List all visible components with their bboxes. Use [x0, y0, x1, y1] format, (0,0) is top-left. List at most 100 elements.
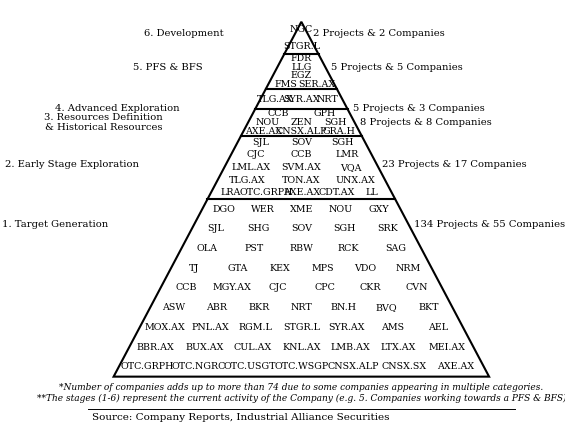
Text: LMB.AX: LMB.AX [330, 342, 370, 351]
Text: 23 Projects & 17 Companies: 23 Projects & 17 Companies [382, 160, 527, 169]
Text: RCK: RCK [338, 244, 359, 253]
Text: TLG.AX: TLG.AX [229, 176, 265, 185]
Text: OTC.GRPH: OTC.GRPH [240, 188, 293, 197]
Text: AXE.AX: AXE.AX [246, 127, 282, 136]
Text: STGR.L: STGR.L [283, 42, 320, 51]
Text: SAG: SAG [385, 244, 406, 253]
Text: OTC.USGT: OTC.USGT [224, 362, 276, 371]
Text: ABR: ABR [206, 303, 227, 312]
Text: SJL: SJL [252, 138, 269, 147]
Text: 3. Resources Definition
& Historical Resources: 3. Resources Definition & Historical Res… [44, 113, 163, 132]
Text: VQA: VQA [341, 163, 362, 172]
Text: SGH: SGH [324, 118, 347, 127]
Text: BBR.AX: BBR.AX [137, 342, 175, 351]
Text: BUX.AX: BUX.AX [185, 342, 223, 351]
Text: CCB: CCB [175, 283, 197, 292]
Text: NOU: NOU [328, 205, 352, 214]
Text: CJC: CJC [246, 150, 265, 159]
Text: 5 Projects & 5 Companies: 5 Projects & 5 Companies [331, 63, 462, 72]
Text: NRM: NRM [396, 264, 421, 273]
Text: RBW: RBW [289, 244, 313, 253]
Text: SGH: SGH [331, 138, 354, 147]
Text: TLG.AX: TLG.AX [257, 95, 294, 104]
Text: AXE.AX: AXE.AX [437, 362, 475, 371]
Text: NRT: NRT [316, 95, 338, 104]
Text: AEL: AEL [428, 323, 448, 332]
Text: PNL.AX: PNL.AX [192, 323, 229, 332]
Text: TON.AX: TON.AX [282, 176, 320, 185]
Text: SOV: SOV [291, 138, 312, 147]
Text: SYR.AX: SYR.AX [283, 95, 320, 104]
Text: GTA: GTA [227, 264, 247, 273]
Text: SRK: SRK [377, 224, 398, 233]
Text: 2 Projects & 2 Companies: 2 Projects & 2 Companies [312, 29, 444, 38]
Text: 134 Projects & 55 Companies: 134 Projects & 55 Companies [414, 220, 565, 229]
Text: 5 Projects & 3 Companies: 5 Projects & 3 Companies [353, 104, 484, 113]
Text: BKR: BKR [248, 303, 270, 312]
Text: EGZ: EGZ [291, 71, 312, 80]
Text: LMR: LMR [335, 150, 358, 159]
Text: ZEN: ZEN [290, 118, 312, 127]
Text: MOX.AX: MOX.AX [144, 323, 185, 332]
Text: LL: LL [366, 188, 379, 197]
Text: FDR: FDR [291, 54, 312, 63]
Text: BKT: BKT [419, 303, 440, 312]
Text: 5. PFS & BFS: 5. PFS & BFS [133, 63, 202, 72]
Text: SER.AX: SER.AX [298, 80, 336, 89]
Text: PST: PST [245, 244, 264, 253]
Text: MEI.AX: MEI.AX [428, 342, 466, 351]
Text: STGR.L: STGR.L [283, 323, 320, 332]
Text: CCB: CCB [267, 109, 289, 118]
Text: SGH: SGH [333, 224, 355, 233]
Text: *Number of companies adds up to more than 74 due to some companies appearing in : *Number of companies adds up to more tha… [59, 383, 544, 392]
Text: CJC: CJC [269, 283, 288, 292]
Text: LLG: LLG [291, 63, 311, 72]
Text: MGY.AX: MGY.AX [212, 283, 251, 292]
Text: MPS: MPS [311, 264, 334, 273]
Text: RGM.L: RGM.L [239, 323, 273, 332]
Text: WER: WER [251, 205, 275, 214]
Text: CUL.AX: CUL.AX [234, 342, 272, 351]
Text: DGO: DGO [212, 205, 235, 214]
Text: CCB: CCB [290, 150, 312, 159]
Text: 8 Projects & 8 Companies: 8 Projects & 8 Companies [360, 118, 492, 127]
Text: NGC: NGC [290, 25, 313, 34]
Text: GXY: GXY [368, 205, 389, 214]
Text: NOU: NOU [255, 118, 279, 127]
Text: BVQ: BVQ [376, 303, 397, 312]
Text: TJ: TJ [189, 264, 199, 273]
Text: OTC.NGRC: OTC.NGRC [171, 362, 225, 371]
Text: CDT.AX: CDT.AX [319, 188, 355, 197]
Text: CNSX.SX: CNSX.SX [382, 362, 427, 371]
Text: 1. Target Generation: 1. Target Generation [2, 220, 108, 229]
Text: OTC.GRPH: OTC.GRPH [120, 362, 173, 371]
Text: GPH: GPH [314, 109, 336, 118]
Text: GRA.H: GRA.H [322, 127, 355, 136]
Text: SJL: SJL [207, 224, 224, 233]
Text: 6. Development: 6. Development [144, 29, 224, 38]
Text: CNSX.ALP: CNSX.ALP [327, 362, 379, 371]
Text: AXE.AX: AXE.AX [283, 188, 320, 197]
Text: AMS: AMS [381, 323, 404, 332]
Text: CKR: CKR [360, 283, 381, 292]
Text: SHG: SHG [247, 224, 270, 233]
Text: SOV: SOV [291, 224, 312, 233]
Text: VDO: VDO [354, 264, 376, 273]
Text: 2. Early Stage Exploration: 2. Early Stage Exploration [5, 160, 139, 169]
Text: FMS: FMS [275, 80, 297, 89]
Text: KEX: KEX [270, 264, 290, 273]
Text: CNSX.ALP: CNSX.ALP [276, 127, 327, 136]
Text: LTX.AX: LTX.AX [381, 342, 416, 351]
Text: **The stages (1-6) represent the current activity of the Company (e.g. 5. Compan: **The stages (1-6) represent the current… [37, 394, 565, 403]
Text: NRT: NRT [290, 303, 312, 312]
Text: ASW: ASW [162, 303, 185, 312]
Text: LRA: LRA [220, 188, 241, 197]
Text: CPC: CPC [314, 283, 335, 292]
Text: OLA: OLA [197, 244, 218, 253]
Text: UNX.AX: UNX.AX [336, 176, 376, 185]
Text: LML.AX: LML.AX [232, 163, 271, 172]
Text: SYR.AX: SYR.AX [329, 323, 365, 332]
Text: KNL.AX: KNL.AX [282, 342, 320, 351]
Text: Source: Company Reports, Industrial Alliance Securities: Source: Company Reports, Industrial Alli… [92, 413, 390, 422]
Text: 4. Advanced Exploration: 4. Advanced Exploration [55, 104, 180, 113]
